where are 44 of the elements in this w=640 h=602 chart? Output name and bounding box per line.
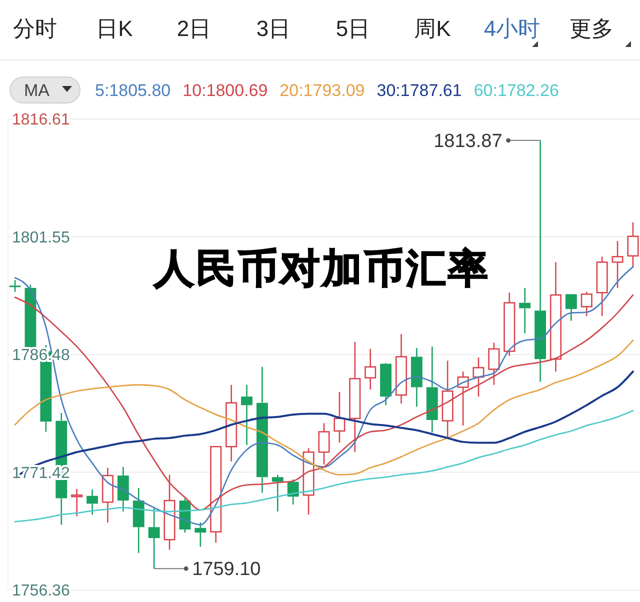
y-tick-label: 1816.61 (12, 112, 70, 129)
text: 5日 (336, 16, 370, 41)
candlestick (349, 341, 361, 453)
candlestick (364, 348, 376, 390)
candlestick (410, 347, 422, 408)
text: 3日 (256, 16, 291, 41)
candlestick (86, 488, 98, 516)
candlestick (102, 467, 114, 524)
text: 日K (96, 16, 134, 41)
text: 60:1782.26 (474, 81, 559, 100)
candlestick (117, 466, 129, 512)
candlestick (241, 384, 252, 446)
text: 人民币对加币汇率 (153, 247, 490, 291)
y-tick-label: 1801.55 (12, 229, 70, 246)
candlestick (534, 140, 546, 382)
line-series (14, 410, 634, 522)
candlestick (442, 360, 454, 440)
candlestick (334, 391, 346, 444)
text: 5:1805.80 (95, 81, 171, 100)
text: 4小时 (484, 16, 540, 41)
candlestick (71, 488, 83, 517)
candlestick (612, 240, 624, 289)
text: 30:1787.61 (376, 81, 462, 100)
text: 10:1800.69 (182, 81, 268, 100)
candlestick (504, 292, 516, 357)
text: MA (24, 81, 50, 100)
candlestick (380, 362, 392, 406)
candlestick (426, 346, 438, 434)
text: 2日 (176, 16, 212, 41)
candlestick (395, 333, 408, 404)
annotation: 1813.87 (434, 131, 502, 152)
candlestick (519, 287, 531, 334)
text: 更多 (570, 16, 614, 41)
text: 周K (414, 16, 452, 41)
candlestick (148, 506, 160, 570)
candlestick (272, 474, 284, 512)
annotation: 1759.10 (192, 559, 261, 580)
y-tick-label: 1756.36 (12, 582, 70, 600)
candlestick (226, 384, 238, 462)
text: 20:1793.09 (280, 81, 365, 100)
candlestick (472, 356, 484, 398)
candlestick (256, 366, 268, 494)
text: 分时 (13, 16, 57, 41)
candlestick (132, 487, 144, 554)
